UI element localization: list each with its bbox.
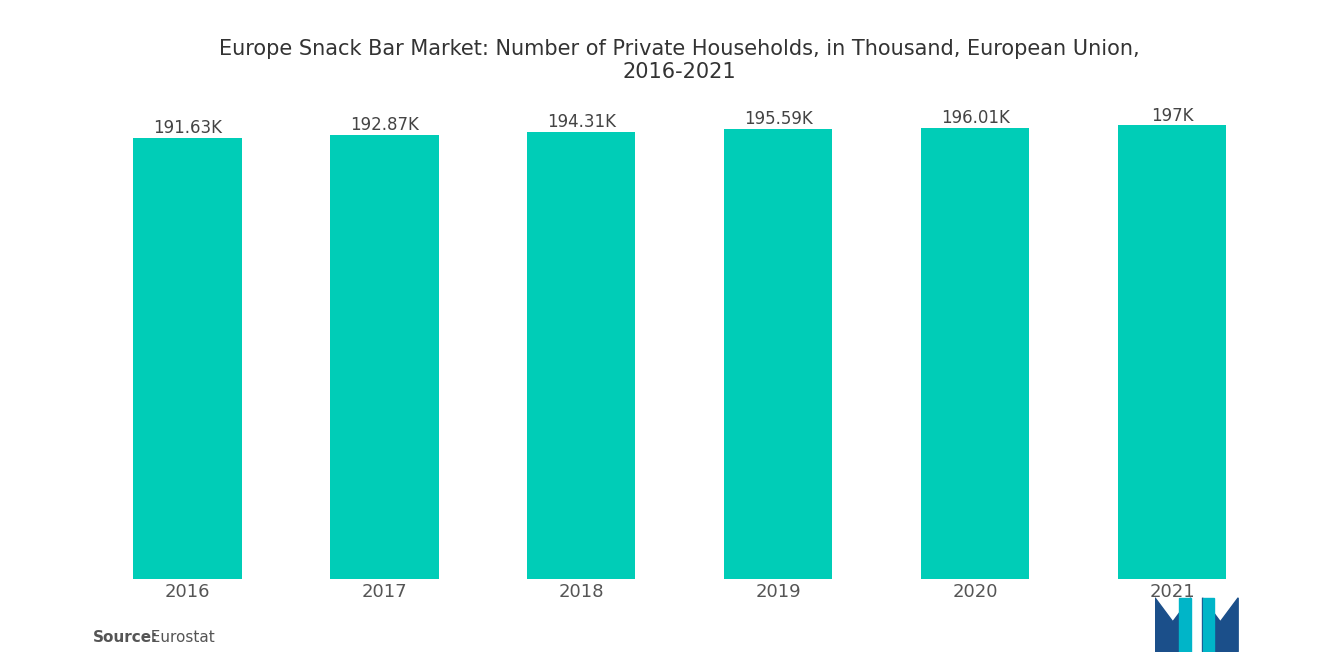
Bar: [527, 132, 635, 579]
Text: 195.59K: 195.59K: [744, 110, 813, 128]
Text: Source:: Source:: [92, 630, 158, 645]
Polygon shape: [1155, 598, 1191, 652]
Text: 197K: 197K: [1151, 107, 1193, 125]
Text: 194.31K: 194.31K: [546, 113, 616, 131]
Bar: [725, 129, 833, 579]
Polygon shape: [1203, 598, 1238, 652]
Polygon shape: [1203, 598, 1214, 652]
Text: 196.01K: 196.01K: [941, 109, 1010, 127]
Text: Eurostat: Eurostat: [141, 630, 215, 645]
Polygon shape: [1179, 598, 1191, 652]
Title: Europe Snack Bar Market: Number of Private Households, in Thousand, European Uni: Europe Snack Bar Market: Number of Priva…: [219, 39, 1140, 82]
Bar: [330, 135, 438, 579]
Bar: [133, 138, 242, 579]
Text: 191.63K: 191.63K: [153, 119, 222, 137]
Text: 192.87K: 192.87K: [350, 116, 418, 134]
Bar: [1118, 126, 1226, 579]
Bar: [921, 128, 1030, 579]
